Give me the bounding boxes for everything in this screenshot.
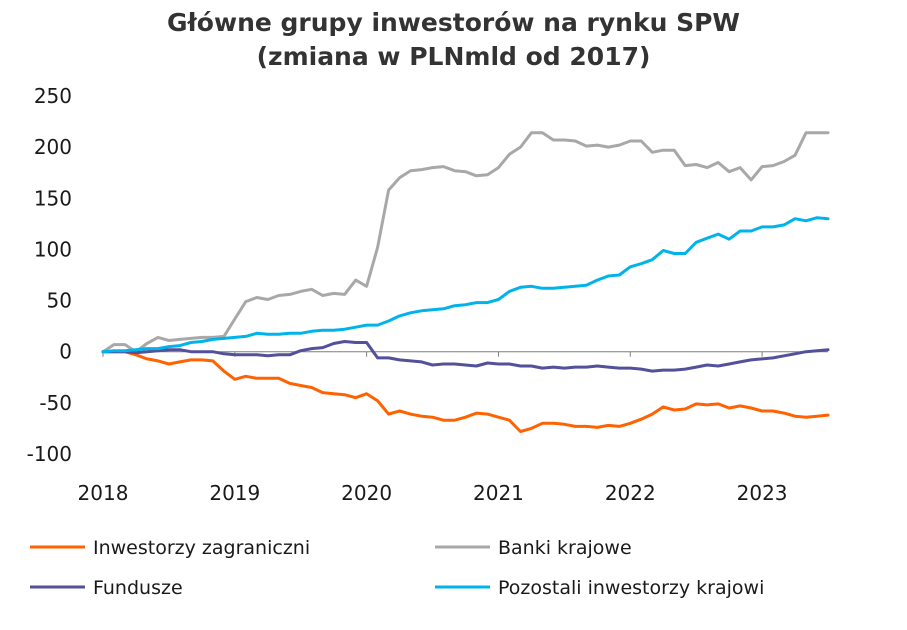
- y-tick-label: 100: [34, 237, 72, 261]
- y-tick-label: 250: [34, 84, 72, 108]
- legend-label-4: Pozostali inwestorzy krajowi: [498, 577, 764, 599]
- y-tick-label: 0: [59, 340, 72, 364]
- series-line-2: [101, 131, 830, 354]
- x-tick-label: 2018: [78, 481, 129, 505]
- y-tick-label: -100: [27, 442, 72, 466]
- y-tick-label: -50: [39, 391, 72, 415]
- y-tick-label: 50: [47, 289, 72, 313]
- legend-label-3: Fundusze: [93, 577, 183, 599]
- x-tick-label: 2022: [605, 481, 656, 505]
- series-line-1: [101, 350, 830, 433]
- series-line-4: [101, 216, 830, 354]
- series-line-3: [101, 340, 830, 373]
- y-tick-label: 150: [34, 186, 72, 210]
- legend-label-1: Inwestorzy zagraniczni: [93, 537, 310, 559]
- chart-title-block: Główne grupy inwestorów na rynku SPW (zm…: [0, 6, 907, 74]
- x-tick-label: 2021: [473, 481, 524, 505]
- legend-label-2: Banki krajowe: [498, 537, 632, 559]
- chart-subtitle: (zmiana w PLNmld od 2017): [256, 42, 651, 71]
- y-tick-label: 200: [34, 135, 72, 159]
- x-tick-label: 2019: [209, 481, 260, 505]
- chart-title: Główne grupy inwestorów na rynku SPW: [167, 8, 740, 37]
- x-tick-label: 2023: [737, 481, 788, 505]
- x-tick-label: 2020: [341, 481, 392, 505]
